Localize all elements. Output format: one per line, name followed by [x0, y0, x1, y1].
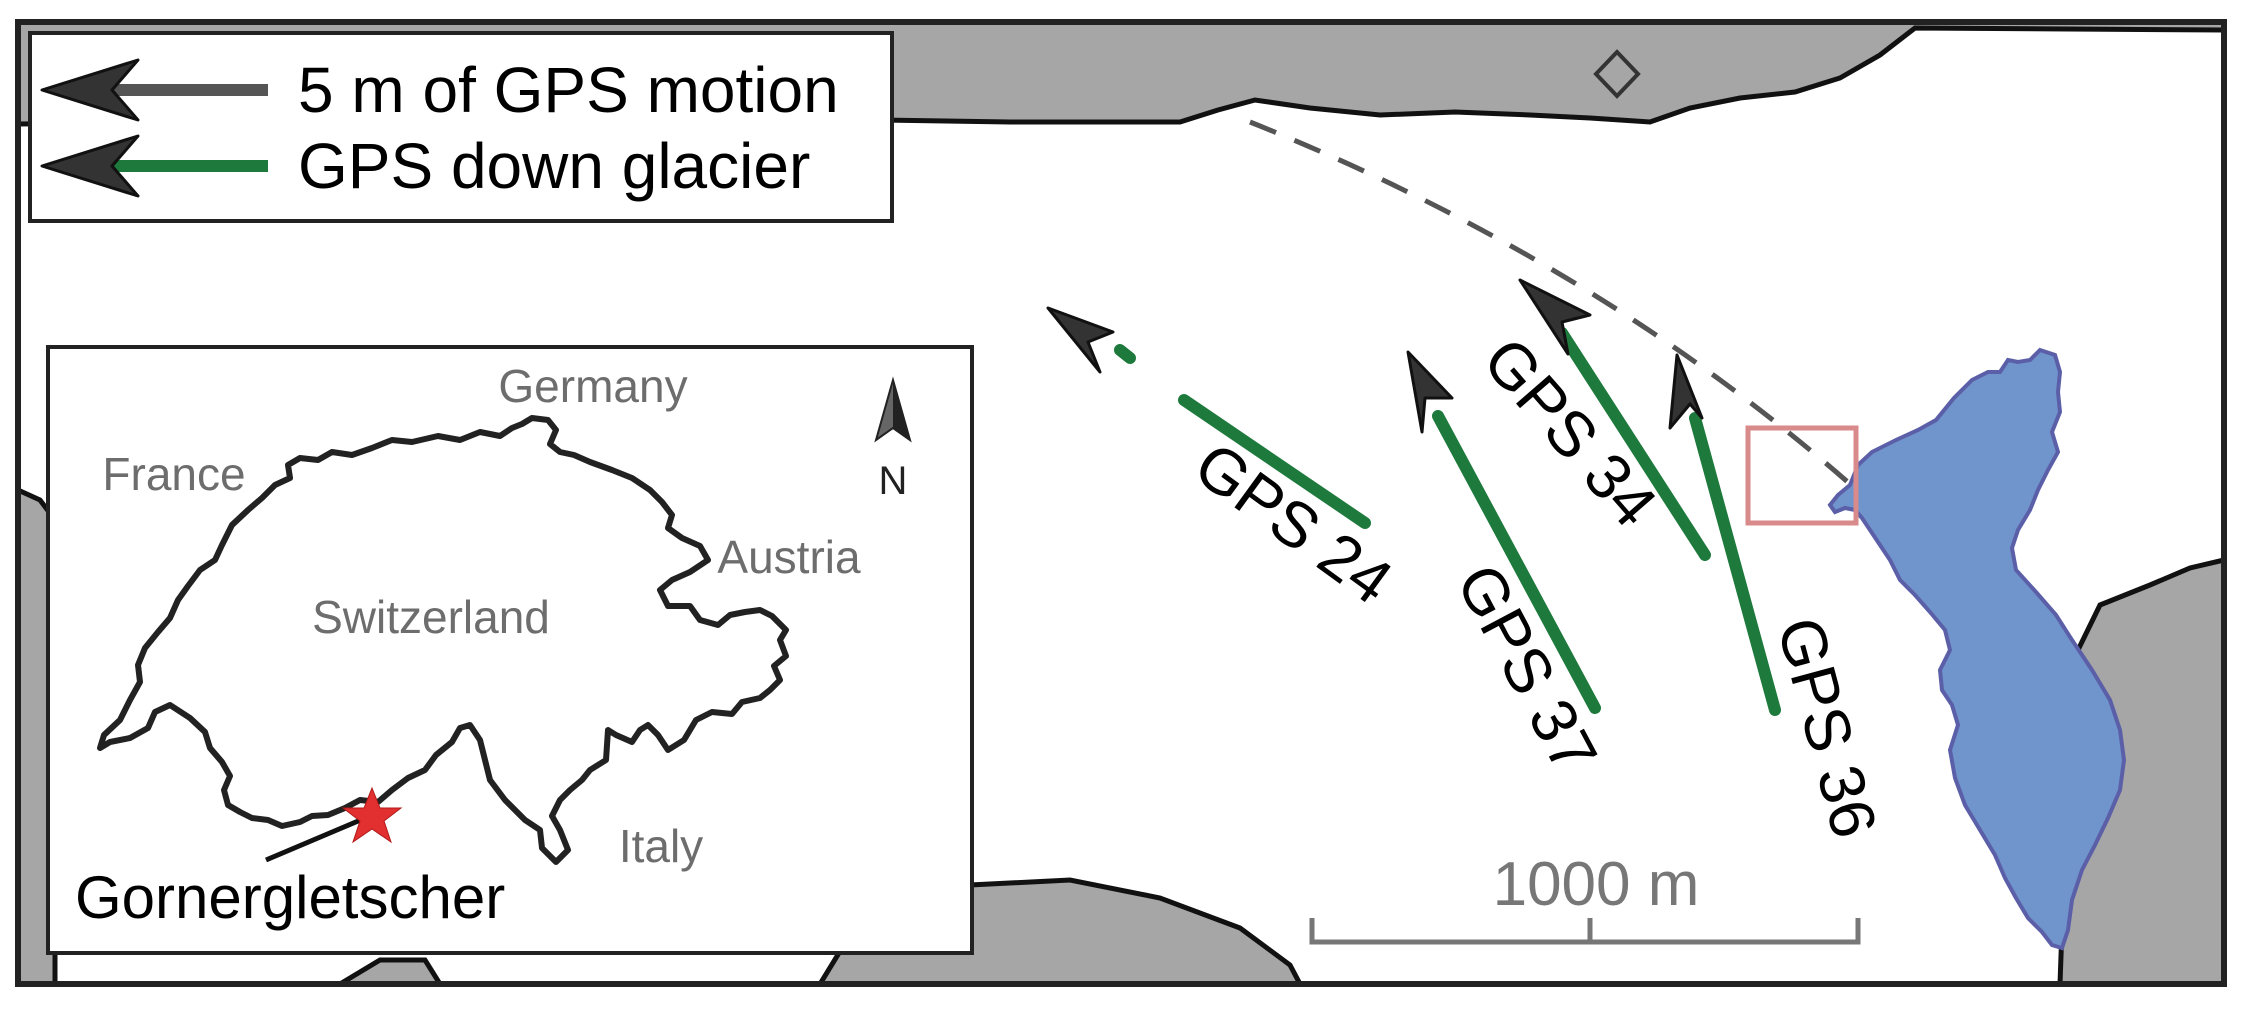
diamond-icon	[1593, 49, 1641, 99]
gps-tracks	[1114, 327, 1781, 716]
france-label: France	[102, 448, 245, 500]
north-arrow-icon	[874, 376, 912, 443]
legend-box	[28, 31, 894, 223]
scale-bar-label: 1000 m	[1493, 850, 1700, 919]
legend-down-glacier-label: GPS down glacier	[298, 130, 810, 202]
site-leader-line	[265, 813, 371, 863]
proglacial-lake	[1827, 347, 2127, 951]
star-icon	[341, 786, 403, 844]
gps-24-track-main	[1178, 394, 1371, 529]
switzerland-label: Switzerland	[312, 591, 550, 643]
legend-gps-motion-label: 5 m of GPS motion	[298, 54, 839, 126]
inset-frame	[46, 345, 974, 955]
legend-arrowhead-icon	[40, 58, 140, 122]
scale-bar: 1000 m	[1309, 850, 1861, 945]
austria-label: Austria	[717, 531, 861, 583]
legend: 5 m of GPS motion GPS down glacier	[28, 31, 894, 223]
gps-motion-arrows	[1046, 278, 1704, 434]
study-area-box	[1745, 425, 1859, 526]
gps-36-track	[1689, 412, 1781, 716]
rock-bottom-left	[335, 957, 443, 984]
inset-map: Germany France Austria Switzerland Italy…	[46, 345, 974, 955]
germany-label: Germany	[498, 360, 687, 412]
gps-24-track	[1114, 344, 1136, 364]
gps-37-track	[1432, 410, 1601, 714]
north-label: N	[879, 459, 908, 503]
glacier-centerline	[1249, 119, 1892, 522]
switzerland-outline	[97, 415, 789, 865]
gps-34-track	[1556, 327, 1711, 561]
site-label: Gornergletscher	[75, 864, 505, 931]
gps-36-arrowhead	[1668, 353, 1704, 430]
gps-24-arrowhead	[1046, 306, 1115, 374]
legend-arrowhead-icon	[40, 134, 140, 198]
gps-34-arrowhead	[1518, 278, 1592, 356]
gps-37-arrowhead	[1406, 350, 1454, 434]
italy-label: Italy	[619, 820, 703, 872]
map-frame	[15, 19, 2227, 987]
